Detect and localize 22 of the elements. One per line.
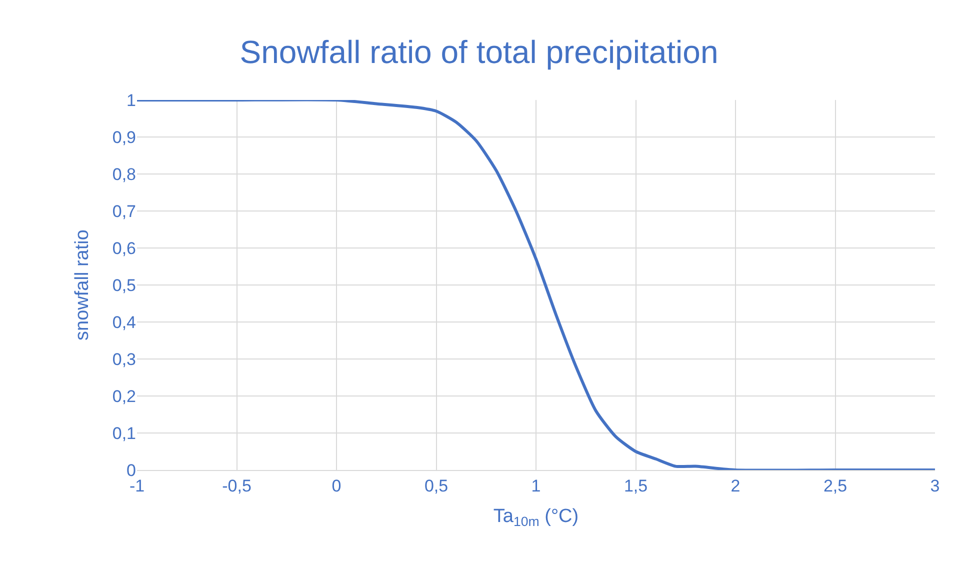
x-tick-label: 3 xyxy=(930,476,940,496)
x-axis-title: Ta$_{10m}$ (°C) xyxy=(493,506,579,530)
x-tick-label: 0 xyxy=(332,476,342,496)
y-tick-label: 0,3 xyxy=(112,350,136,369)
x-tick-label: 2,5 xyxy=(823,476,848,496)
y-tick-label: 0,4 xyxy=(112,312,136,332)
y-tick-label: 0,8 xyxy=(112,164,136,184)
x-tick-label: 0,5 xyxy=(424,476,448,496)
y-tick-label: 1 xyxy=(126,90,136,110)
x-tick-label: 1 xyxy=(531,476,541,496)
x-tick-label: -0,5 xyxy=(222,476,252,496)
x-tick-label: 2 xyxy=(730,476,740,496)
y-tick-label: 0,7 xyxy=(112,202,136,221)
line-series xyxy=(137,100,935,470)
y-axis-title: snowfall ratio xyxy=(72,230,94,340)
y-tick-label: 0,5 xyxy=(112,276,136,295)
y-tick-label: 0,2 xyxy=(112,386,136,406)
y-tick-label: 0,6 xyxy=(112,238,136,258)
y-tick-label: 0,9 xyxy=(112,128,136,147)
chart-title: Snowfall ratio of total precipitation xyxy=(240,34,718,70)
y-tick-label: 0,1 xyxy=(112,424,136,443)
x-tick-label: 1,5 xyxy=(624,476,648,496)
